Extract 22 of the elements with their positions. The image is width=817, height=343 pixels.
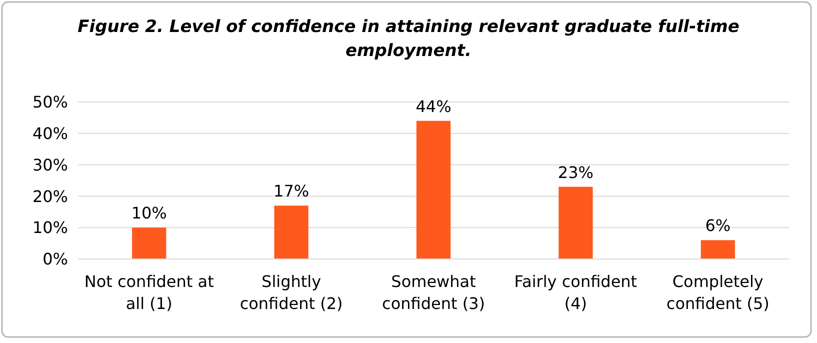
data-label: 23% <box>558 162 594 182</box>
x-tick-label: Fairly confident (4) <box>514 272 638 313</box>
data-label: 6% <box>705 216 731 236</box>
y-tick-label: 0% <box>42 250 68 269</box>
y-tick-label: 20% <box>32 186 68 206</box>
x-tick-label: Not confident at all (1) <box>84 272 214 313</box>
x-tick-label: Completely confident (5) <box>666 272 770 313</box>
bar <box>558 186 593 259</box>
data-label: 44% <box>416 96 452 116</box>
bar <box>700 240 735 259</box>
data-label: 10% <box>131 204 167 223</box>
bar <box>416 120 451 259</box>
bar <box>274 206 308 259</box>
y-tick-label: 30% <box>32 155 68 174</box>
y-tick-label: 40% <box>32 124 68 143</box>
y-tick-label: 10% <box>32 218 68 238</box>
x-tick-label: Somewhat confident (3) <box>382 272 485 313</box>
data-label: 17% <box>274 182 310 201</box>
chart-title: Figure 2. Level of confidence in attaining relevant graduate full-time employment. <box>78 17 740 61</box>
y-tick-label: 50% <box>32 92 68 112</box>
bar <box>132 228 166 259</box>
x-tick-label: Slightly confident (2) <box>240 272 343 313</box>
